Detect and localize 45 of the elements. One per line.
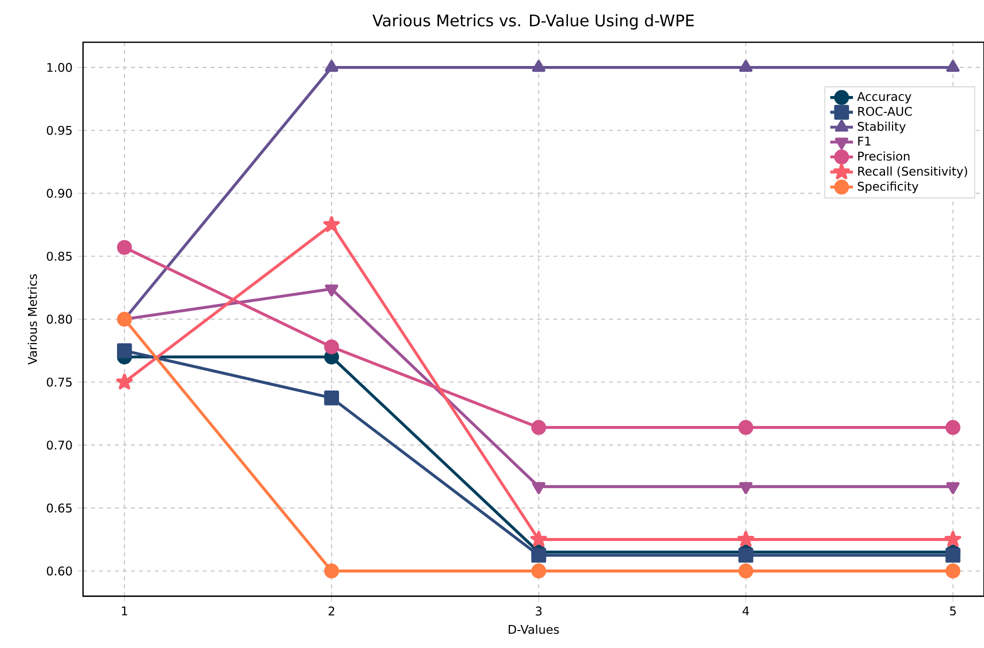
point — [531, 420, 546, 435]
point — [946, 564, 960, 578]
x-tick-label: 1 — [122, 606, 128, 616]
y-tick-label: 0.90 — [46, 188, 72, 198]
y-axis-title: Various Metrics — [28, 274, 37, 365]
point — [323, 216, 340, 232]
legend-label: Specificity — [858, 182, 918, 194]
point — [738, 420, 754, 435]
point — [324, 564, 340, 578]
point — [944, 530, 962, 547]
point — [738, 530, 754, 547]
legend-label: Stability — [858, 122, 906, 134]
point — [116, 374, 133, 390]
point — [117, 240, 132, 255]
x-tick-label: 2 — [328, 606, 334, 616]
chart-title: Various Metrics vs. D-Value Using d-WPE — [372, 14, 694, 30]
legend-label: F1 — [858, 136, 870, 146]
point — [738, 564, 754, 578]
x-tick-label: 5 — [950, 606, 956, 616]
point — [531, 564, 546, 578]
point — [946, 420, 960, 435]
point — [117, 312, 132, 327]
x-tick-label: 4 — [742, 606, 749, 616]
legend-label: Recall (Sensitivity) — [858, 166, 968, 178]
point — [117, 343, 132, 358]
point — [946, 60, 960, 72]
point — [324, 60, 338, 72]
y-tick-label: 0.70 — [46, 440, 72, 450]
y-tick-label: 0.65 — [46, 504, 72, 513]
x-tick-label: 3 — [536, 606, 542, 616]
point — [530, 530, 547, 547]
x-axis-title: D-Values — [508, 624, 559, 634]
y-tick-label: 0.95 — [46, 126, 72, 135]
legend-label: Accuracy — [857, 92, 912, 104]
y-tick-label: 1.00 — [47, 62, 72, 72]
y-tick-label: 0.60 — [46, 566, 72, 576]
point — [739, 60, 752, 72]
point — [324, 390, 340, 406]
y-tick-label: 0.75 — [46, 378, 72, 387]
point — [532, 60, 546, 72]
legend-label: ROC-AUC — [858, 106, 912, 116]
legend-label: Precision — [858, 151, 910, 161]
y-tick-label: 0.85 — [46, 252, 72, 261]
point — [324, 339, 340, 354]
y-tick-label: 0.80 — [46, 314, 72, 324]
